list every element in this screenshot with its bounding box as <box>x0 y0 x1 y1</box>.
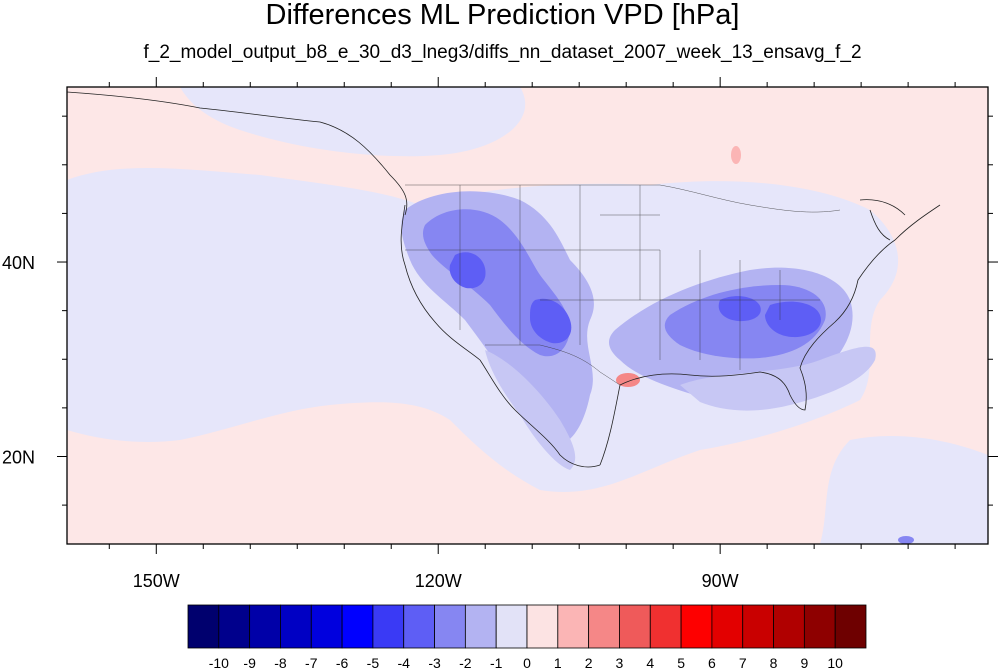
colorbar-swatch <box>310 604 343 649</box>
colorbar-swatch <box>218 604 251 649</box>
axis-ticks <box>57 77 998 554</box>
field-light-blue-east <box>820 435 988 544</box>
border-states-grid-1 <box>405 185 820 370</box>
field-dark-blue-carolinas <box>765 301 821 338</box>
latitude-labels: 40N 20N <box>2 253 35 467</box>
colorbar-label: 7 <box>739 655 747 671</box>
colorbar-label: -7 <box>305 655 318 671</box>
colorbar-label: 10 <box>827 655 843 671</box>
colorbar-label: 2 <box>585 655 593 671</box>
field-blue-mexico <box>485 350 576 470</box>
colorbar-labels: -10 -9 -8 -7 -6 -5 -4 -3 -2 -1 0 1 2 3 4 5 6 7 8 9 10 <box>209 655 843 671</box>
colorbar <box>187 604 867 649</box>
border-us-canada <box>405 184 841 213</box>
lat-label: 40N <box>2 253 35 273</box>
colorbar-swatch <box>280 604 312 649</box>
colorbar-label: -9 <box>243 655 256 671</box>
field-red-spot-atlantic <box>731 146 741 164</box>
colorbar-label: 6 <box>708 655 716 671</box>
coastline-pacific-north <box>67 91 408 216</box>
colorbar-swatch <box>803 604 836 649</box>
colorbar-label: 5 <box>677 655 685 671</box>
colorbar-label: 0 <box>523 655 531 671</box>
field-dark-blue-nevada <box>449 252 486 289</box>
lon-label: 120W <box>415 571 462 591</box>
coastline-west-us <box>400 204 601 468</box>
colorbar-label: 1 <box>554 655 562 671</box>
lon-label: 150W <box>133 571 180 591</box>
field-red-spot-texas <box>616 373 640 387</box>
colorbar-swatch <box>434 604 466 649</box>
colorbar-swatch <box>557 604 590 649</box>
colorbar-swatch <box>464 604 497 649</box>
colorbar-swatch <box>742 604 774 649</box>
lon-label: 90W <box>702 571 739 591</box>
colorbar-label: 9 <box>800 655 808 671</box>
colorbar-label: 3 <box>616 655 624 671</box>
colorbar-swatch <box>680 604 713 649</box>
map-title: Differences ML Prediction VPD [hPa] <box>265 0 740 31</box>
colorbar-swatch <box>773 604 805 649</box>
field-blue-spot-caribbean <box>898 536 914 544</box>
colorbar-swatch <box>834 604 867 649</box>
colorbar-swatch <box>588 604 620 649</box>
colorbar-swatch <box>526 604 559 649</box>
colorbar-swatch <box>341 604 374 649</box>
field-dark-blue-tennessee <box>718 296 761 322</box>
colorbar-swatch <box>619 604 651 649</box>
colorbar-label: -5 <box>367 655 380 671</box>
colorbar-label: 8 <box>770 655 778 671</box>
coastline-canada-east <box>859 199 906 241</box>
map-subtitle: f_2_model_output_b8_e_30_d3_lneg3/diffs_… <box>143 42 862 63</box>
border-us-mexico <box>485 344 621 386</box>
field-light-blue-north <box>180 87 526 157</box>
state-borders <box>405 184 841 386</box>
colorbar-label: -4 <box>398 655 411 671</box>
colorbar-label: -2 <box>459 655 472 671</box>
field-dark-blue-arizona <box>530 298 572 344</box>
longitude-labels: 150W 120W 90W <box>133 571 739 591</box>
colorbar-swatch <box>187 604 220 649</box>
colorbar-label: -8 <box>274 655 287 671</box>
colorbar-swatch <box>249 604 281 649</box>
colorbar-label: -1 <box>490 655 503 671</box>
colorbar-swatch <box>711 604 744 649</box>
lat-label: 20N <box>2 447 35 467</box>
coastlines <box>67 91 941 468</box>
colorbar-label: -10 <box>209 655 229 671</box>
map-field <box>67 87 988 544</box>
colorbar-swatch <box>403 604 435 649</box>
colorbar-label: 4 <box>646 655 654 671</box>
coastline-gulf <box>599 204 941 466</box>
map-frame <box>66 86 989 545</box>
colorbar-label: -3 <box>428 655 441 671</box>
colorbar-swatch <box>372 604 405 649</box>
field-blue-gulf <box>680 346 876 411</box>
colorbar-swatch <box>495 604 528 649</box>
colorbar-swatch <box>649 604 682 649</box>
colorbar-label: -6 <box>336 655 349 671</box>
